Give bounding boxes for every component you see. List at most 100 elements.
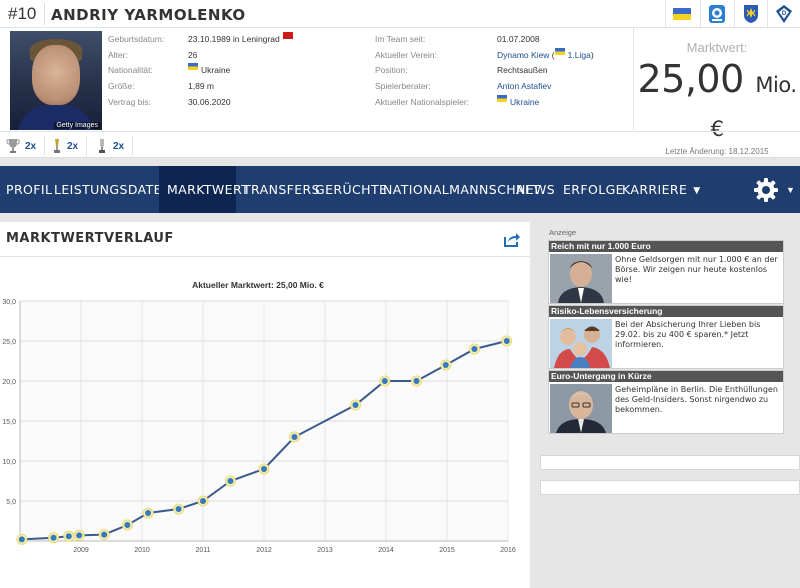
dynamo-kiev-icon[interactable]: D bbox=[767, 0, 800, 28]
ukraine-flag-icon bbox=[188, 63, 198, 71]
market-value-updated: Letzte Änderung: 18.12.2015 bbox=[665, 147, 769, 156]
data-point[interactable] bbox=[350, 399, 361, 411]
x-tick-label: 2011 bbox=[195, 547, 210, 554]
data-point[interactable] bbox=[142, 507, 154, 519]
player-info-left: Geburtsdatum: 23.10.1989 in Leningrad Al… bbox=[108, 32, 293, 111]
data-point[interactable] bbox=[501, 335, 513, 347]
data-point[interactable] bbox=[440, 359, 452, 371]
player-name: ANDRIY YARMOLENKO bbox=[51, 6, 246, 24]
share-button[interactable] bbox=[503, 230, 521, 248]
club-link[interactable]: Dynamo Kiew bbox=[497, 49, 550, 60]
russia-flag-icon bbox=[282, 32, 293, 39]
data-point[interactable] bbox=[258, 463, 270, 475]
y-tick-label: 30,0 bbox=[2, 299, 16, 306]
market-value-chart: Aktueller Marktwert: 25,00 Mio. € 5,0 10,0… bbox=[0, 272, 530, 588]
nav-marktwert[interactable]: Marktwert bbox=[159, 166, 249, 213]
achievements-bar: 2x 2x 2x bbox=[0, 131, 800, 158]
data-point[interactable] bbox=[121, 519, 133, 531]
x-tick-label: 2016 bbox=[500, 547, 516, 554]
data-point[interactable] bbox=[197, 495, 209, 507]
ad-placeholder-strip bbox=[540, 480, 800, 495]
ad-text: Geheimpläne in Berlin. Die Enthüllungen … bbox=[615, 385, 778, 414]
data-point[interactable] bbox=[411, 375, 422, 387]
x-tick-label: 2015 bbox=[439, 547, 455, 554]
league-link[interactable]: 1.Liga bbox=[567, 49, 591, 60]
y-tick-label: 25,0 bbox=[2, 339, 16, 346]
nav-geruechte[interactable]: Gerüchte bbox=[315, 182, 388, 197]
ukraine-federation-icon[interactable] bbox=[734, 0, 767, 28]
league-logo-icon[interactable] bbox=[700, 0, 733, 28]
national-team-link[interactable]: Ukraine bbox=[510, 96, 540, 107]
y-tick-label: 15,0 bbox=[2, 419, 16, 426]
ad-title: Reich mit nur 1.000 Euro bbox=[549, 241, 783, 252]
ukraine-flag-icon bbox=[554, 47, 565, 55]
photo-credit: Getty Images bbox=[54, 122, 100, 129]
svg-text:D: D bbox=[782, 11, 787, 17]
data-point[interactable] bbox=[289, 431, 300, 443]
ukraine-flag-icon bbox=[497, 94, 507, 102]
data-point[interactable] bbox=[468, 343, 480, 355]
data-point[interactable] bbox=[48, 532, 60, 544]
market-value-label: Marktwert: bbox=[686, 40, 748, 55]
info-row-age: Alter: 26 bbox=[108, 49, 198, 60]
data-point[interactable] bbox=[73, 529, 85, 541]
ad-title: Risiko-Lebensversicherung bbox=[549, 306, 783, 317]
player-info-right: Im Team seit: 01.07.2008 Aktueller Verei… bbox=[375, 32, 594, 111]
ads-sidebar: Anzeige Reich mit nur 1.000 Euro Ohne Ge… bbox=[540, 222, 800, 588]
ad-item[interactable]: Risiko-Lebensversicherung Bei der Absich… bbox=[548, 305, 784, 369]
achievement-trophy[interactable]: 2x bbox=[6, 136, 46, 156]
ad-title: Euro-Untergang in Kürze bbox=[549, 371, 783, 382]
ads-label: Anzeige bbox=[549, 228, 577, 237]
info-row-agent: Spielerberater: Anton Astafiev bbox=[375, 79, 594, 95]
y-tick-label: 20,0 bbox=[2, 379, 16, 386]
shirt-number: #10 bbox=[8, 4, 37, 23]
panel-title: Marktwertverlauf bbox=[6, 231, 174, 246]
nav-profil[interactable]: Profil bbox=[6, 182, 53, 197]
ukraine-flag-icon[interactable] bbox=[665, 0, 698, 28]
super-cup-icon bbox=[99, 139, 105, 153]
title-separator bbox=[44, 3, 45, 25]
player-photo: Getty Images bbox=[10, 31, 102, 130]
nav-nationalmannschaft[interactable]: Nationalmannschaft bbox=[383, 182, 541, 197]
ad-image bbox=[550, 254, 612, 303]
data-point[interactable] bbox=[63, 530, 75, 542]
x-tick-label: 2014 bbox=[378, 547, 394, 554]
data-point[interactable] bbox=[16, 533, 28, 545]
info-row-height: Größe: 1,89 m bbox=[108, 81, 214, 92]
main-navigation: Profil Leistungsdaten▼ Marktwert Transfe… bbox=[0, 166, 800, 213]
y-tick-label: 10,0 bbox=[2, 459, 16, 466]
data-point[interactable] bbox=[379, 375, 391, 387]
nav-news[interactable]: News bbox=[516, 182, 556, 197]
ad-item[interactable]: Reich mit nur 1.000 Euro Ohne Geldsorgen… bbox=[548, 240, 784, 304]
title-bar: #10 ANDRIY YARMOLENKO D bbox=[0, 0, 800, 28]
player-header: #10 ANDRIY YARMOLENKO D Getty Images Geb… bbox=[0, 0, 800, 158]
chevron-down-icon: ▼ bbox=[786, 185, 795, 195]
info-row-joined: Im Team seit: 01.07.2008 bbox=[375, 34, 540, 44]
data-point[interactable] bbox=[98, 529, 110, 541]
ad-text: Ohne Geldsorgen mit nur 1.000 € an der B… bbox=[615, 255, 778, 284]
x-tick-label: 2010 bbox=[134, 547, 150, 554]
info-row-position: Position: Rechtsaußen bbox=[375, 65, 548, 76]
x-tick-label: 2012 bbox=[256, 547, 272, 554]
settings-button[interactable]: ▼ bbox=[752, 175, 800, 205]
y-tick-label: 5,0 bbox=[6, 499, 16, 506]
agent-link[interactable]: Anton Astafiev bbox=[497, 81, 552, 92]
ad-text: Bei der Absicherung Ihrer Lieben bis 29.… bbox=[615, 320, 761, 349]
nav-erfolge[interactable]: Erfolge bbox=[563, 182, 624, 197]
achievement-super-cup[interactable]: 2x bbox=[96, 136, 134, 156]
data-point[interactable] bbox=[224, 475, 236, 487]
ad-item[interactable]: Euro-Untergang in Kürze Geheimpläne in B… bbox=[548, 370, 784, 434]
info-row-contract: Vertrag bis: 30.06.2020 bbox=[108, 96, 231, 107]
nav-karriere[interactable]: Karriere ▼ bbox=[616, 166, 707, 213]
chevron-down-icon: ▼ bbox=[693, 186, 701, 196]
data-point[interactable] bbox=[173, 503, 185, 515]
market-value: 25,00 Mio. € bbox=[637, 57, 797, 141]
achievement-cup[interactable]: 2x bbox=[52, 136, 88, 156]
ad-placeholder-strip bbox=[540, 455, 800, 470]
nav-transfers[interactable]: Transfers bbox=[243, 182, 320, 197]
info-row-club: Aktueller Verein: Dynamo Kiew (1.Liga) bbox=[375, 47, 594, 64]
market-value-box[interactable]: Marktwert: 25,00 Mio. € Letzte Änderung:… bbox=[633, 28, 800, 156]
x-tick-label: 2013 bbox=[317, 547, 333, 554]
chart-svg: Aktueller Marktwert: 25,00 Mio. € 5,0 10,0… bbox=[2, 280, 516, 554]
chart-title: Aktueller Marktwert: 25,00 Mio. € bbox=[192, 280, 324, 290]
